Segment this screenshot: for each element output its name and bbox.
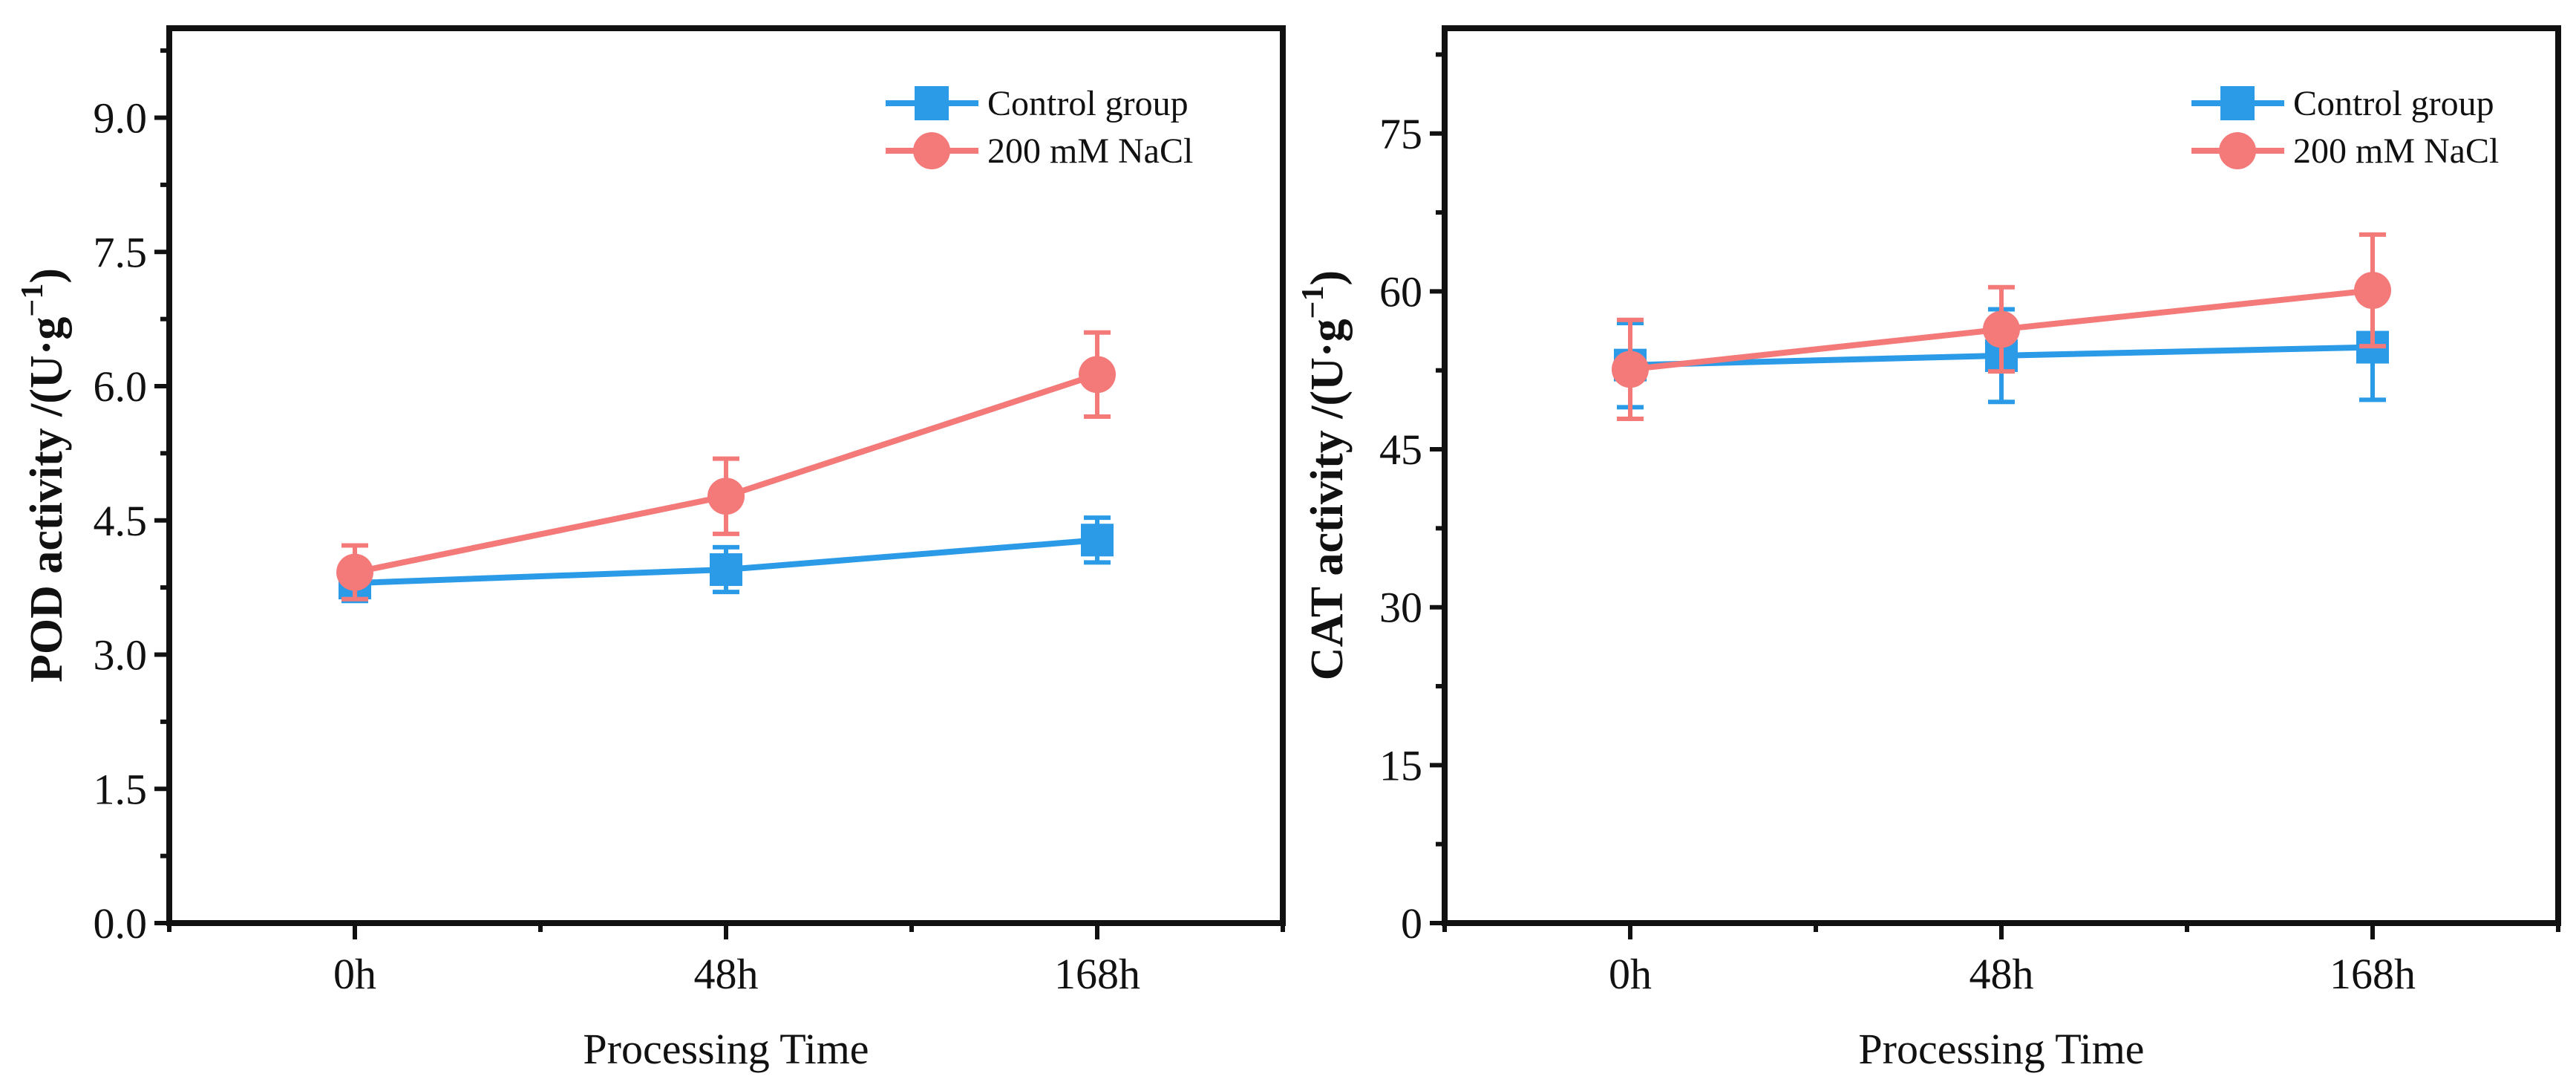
y-tick-label: 3.0 (94, 631, 148, 679)
x-tick-label: 168h (1054, 950, 1140, 998)
legend-label-control: Control group (987, 84, 1189, 123)
y-tick-label: 0.0 (94, 899, 148, 948)
y-tick-label: 4.5 (94, 497, 148, 545)
y-tick-label: 9.0 (94, 94, 148, 143)
y-tick-label: 75 (1379, 110, 1422, 158)
chart-pod-activity: 0.0 1.5 3.0 4.5 6.0 7.5 9.0 0h 48h 168h Processi… (16, 25, 1286, 1073)
data-point (707, 478, 745, 515)
square-marker-icon (915, 86, 949, 120)
data-point (1079, 356, 1116, 394)
x-axis: 0h 48h 168h (167, 923, 1285, 998)
circle-marker-icon (2219, 132, 2256, 169)
legend-item-nacl: 200 mM NaCl (886, 131, 1193, 171)
x-tick-label: 0h (1609, 950, 1652, 998)
legend-label-control: Control group (2293, 84, 2494, 123)
x-tick-label: 48h (694, 950, 759, 998)
x-axis: 0h 48h 168h (1442, 923, 2560, 998)
circle-marker-icon (913, 132, 950, 169)
series-nacl (336, 330, 1116, 602)
data-point (710, 553, 742, 587)
chart-cat-activity: 0 15 30 45 60 75 0h 48h 168h Processing Time CA… (1296, 25, 2561, 1073)
data-point (1612, 351, 1649, 388)
y-tick-label: 15 (1379, 741, 1422, 789)
data-point (1983, 310, 2020, 348)
y-tick-label: 0 (1401, 899, 1422, 948)
data-point (336, 553, 373, 591)
x-tick-label: 0h (333, 950, 376, 998)
y-axis: 0 15 30 45 60 75 (1379, 52, 1445, 948)
y-axis-title: POD activity /(U·g−1) (16, 268, 72, 682)
y-tick-label: 30 (1379, 584, 1422, 632)
plot-area (336, 330, 1116, 604)
data-point (1081, 524, 1114, 557)
plot-area (1612, 232, 2391, 421)
series-nacl (1612, 232, 2391, 421)
x-axis-title: Processing Time (1858, 1025, 2144, 1073)
legend: Control group 200 mM NaCl (886, 84, 1193, 171)
y-axis: 0.0 1.5 3.0 4.5 6.0 7.5 9.0 (94, 48, 169, 948)
y-axis-title: CAT activity /(U·g−1) (1296, 270, 1353, 680)
x-tick-label: 48h (1969, 950, 2034, 998)
legend-item-control: Control group (2191, 84, 2494, 123)
legend-item-control: Control group (886, 84, 1189, 123)
data-point (2354, 271, 2391, 309)
y-tick-label: 7.5 (94, 228, 148, 276)
x-axis-title: Processing Time (583, 1025, 869, 1073)
legend: Control group 200 mM NaCl (2191, 84, 2499, 171)
legend-label-nacl: 200 mM NaCl (987, 131, 1193, 171)
y-tick-label: 6.0 (94, 362, 148, 411)
y-tick-label: 45 (1379, 426, 1422, 474)
legend-item-nacl: 200 mM NaCl (2191, 131, 2499, 171)
y-tick-label: 1.5 (94, 765, 148, 813)
square-marker-icon (2220, 86, 2255, 120)
legend-label-nacl: 200 mM NaCl (2293, 131, 2499, 171)
x-tick-label: 168h (2330, 950, 2416, 998)
y-tick-label: 60 (1379, 267, 1422, 316)
